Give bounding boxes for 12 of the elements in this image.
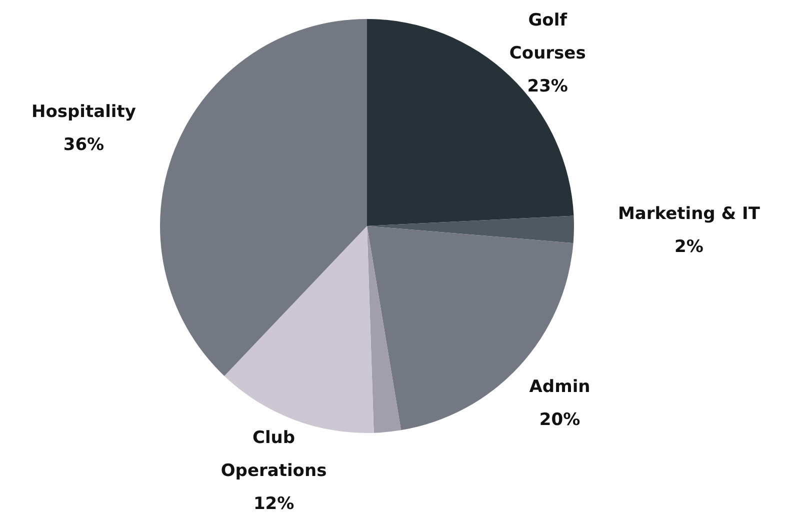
slice-label: Marketing & IT [618, 204, 760, 224]
slice-label: Club Operations [220, 428, 327, 481]
data-label: 36% [63, 135, 104, 156]
data-label: 12% [253, 494, 294, 514]
slice-label: Hospitality [31, 102, 136, 122]
pie-slice [367, 226, 402, 433]
slice-label: Admin [529, 376, 590, 397]
data-label: 20% [539, 410, 580, 430]
data-label: 2% [674, 236, 704, 257]
data-label: 23% [527, 76, 568, 96]
slice-label: Golf Courses [509, 10, 586, 64]
pie-slice [367, 216, 574, 244]
